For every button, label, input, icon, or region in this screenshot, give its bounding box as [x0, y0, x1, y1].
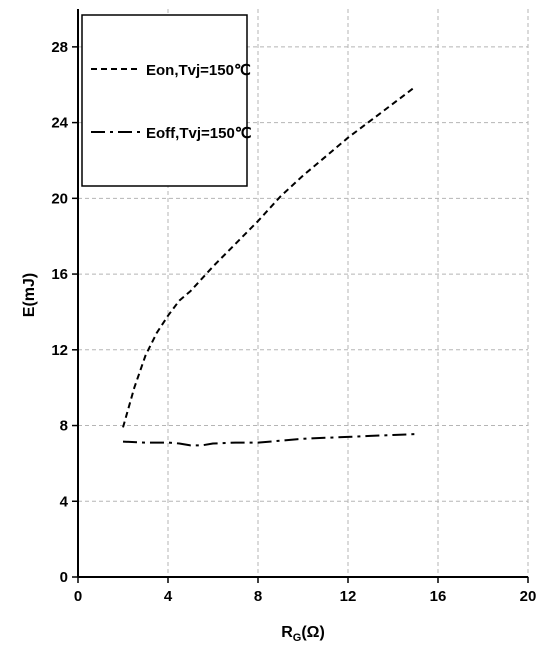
x-tick-label: 16: [430, 588, 447, 605]
y-tick-label: 28: [51, 39, 68, 56]
x-tick-label: 8: [254, 588, 262, 605]
x-axis-label: RG(Ω): [281, 624, 325, 644]
x-axis-label-subscript: G: [293, 632, 302, 644]
x-axis-label-main: R: [281, 624, 293, 641]
y-tick-label: 24: [51, 115, 68, 132]
legend-label-eoff: Eoff,Tvj=150℃: [146, 125, 252, 142]
x-tick-label: 0: [74, 588, 82, 605]
y-tick-label: 12: [51, 342, 68, 359]
series-layer: [122, 85, 417, 447]
legend-label-eon: Eon,Tvj=150℃: [146, 62, 251, 79]
series-line-eoff: [122, 433, 416, 447]
y-tick-label: 0: [60, 569, 68, 586]
y-tick-label: 4: [60, 493, 69, 510]
x-axis-label-unit: (Ω): [301, 624, 324, 641]
x-tick-label: 20: [520, 588, 537, 605]
y-tick-label: 20: [51, 190, 68, 207]
legend: Eon,Tvj=150℃ Eoff,Tvj=150℃: [81, 14, 252, 187]
ticks-layer: 0 4 8 12 16 20 0 4 8 12 16 20 24 28: [51, 39, 536, 605]
y-tick-label: 16: [51, 266, 68, 283]
y-tick-label: 8: [60, 418, 68, 435]
x-tick-label: 12: [340, 588, 357, 605]
y-axis-label: E(mJ): [21, 273, 38, 317]
x-tick-label: 4: [164, 588, 173, 605]
series-line-eon: [122, 85, 417, 428]
grid-layer: [78, 9, 529, 577]
legend-box: [81, 14, 248, 187]
axes-layer: [77, 9, 528, 578]
